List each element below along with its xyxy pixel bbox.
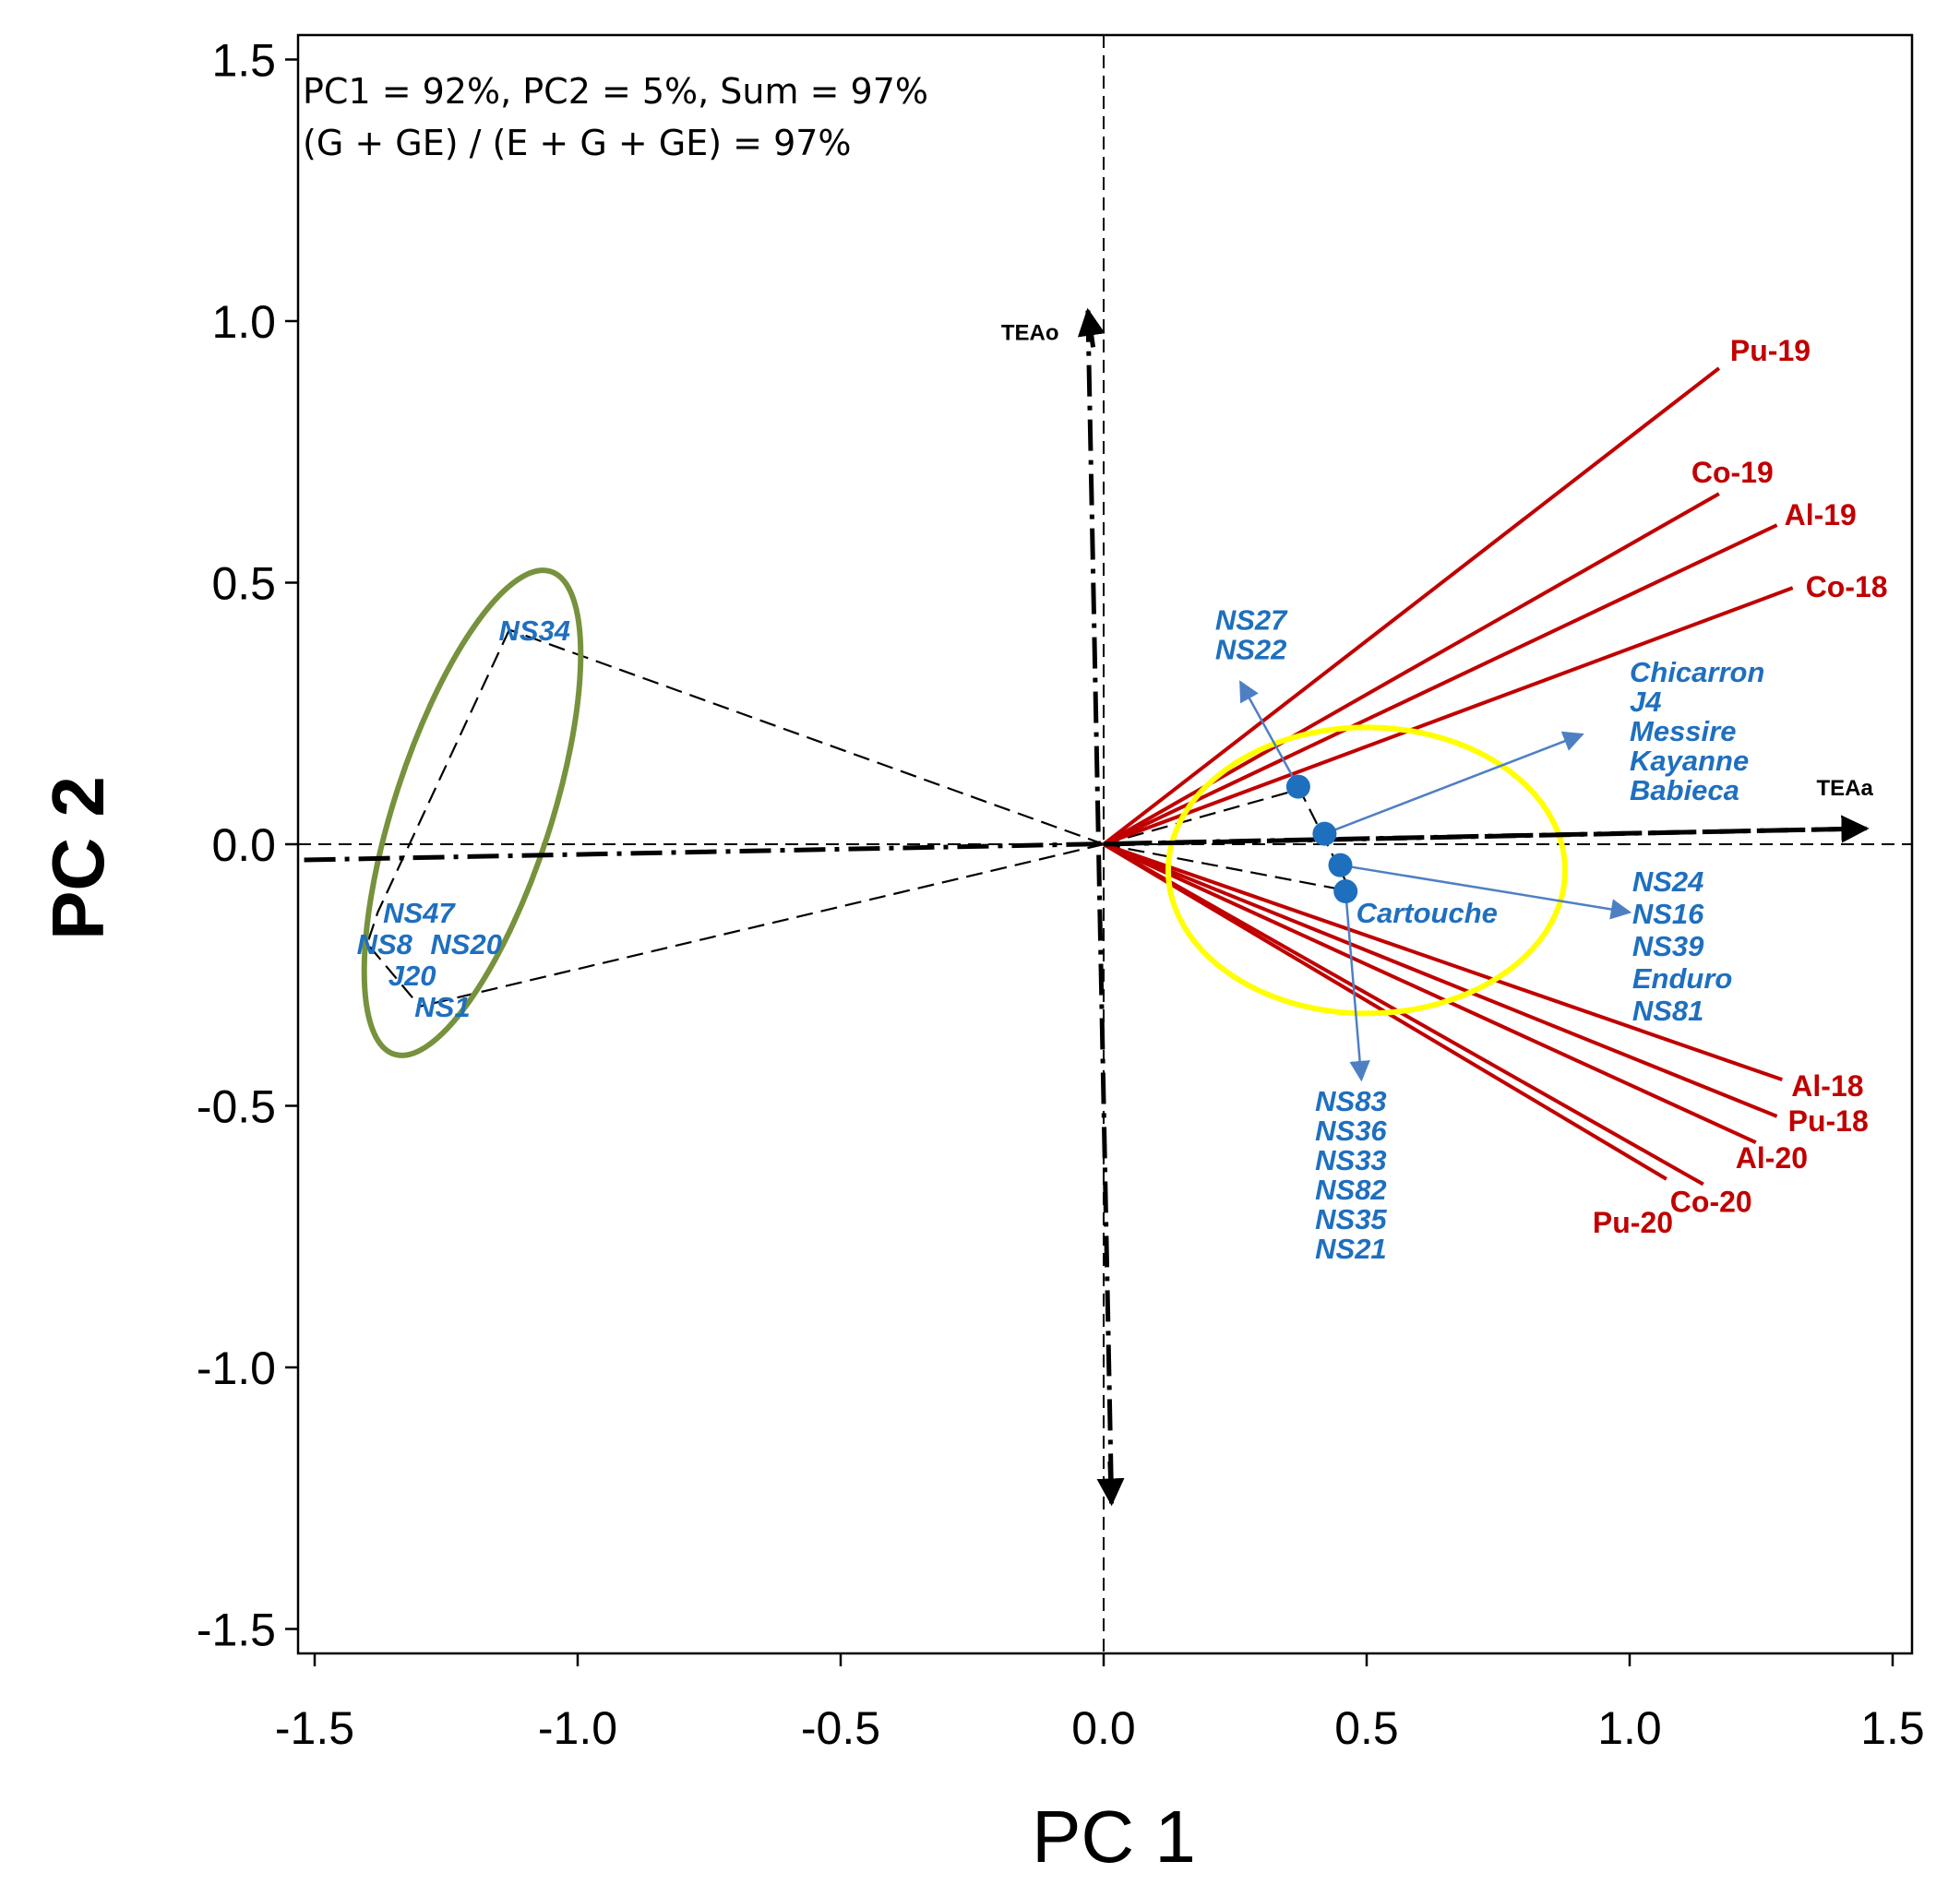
x-tick-label: 0.0 (1071, 1702, 1136, 1754)
group-arrow (1340, 864, 1632, 920)
x-tick-label: -0.5 (801, 1702, 880, 1754)
environment-vector (1103, 842, 1757, 1145)
genotype-label: NS33 (1315, 1144, 1387, 1176)
tea-ordinate-line (1085, 310, 1115, 1498)
genotype-label: J4 (1630, 686, 1661, 718)
annotation-line-2: (G + GE) / (E + G + GE) = 97% (303, 123, 852, 163)
environment-vector (1103, 842, 1783, 1082)
genotype-label: J20 (388, 960, 436, 992)
annotation-line-1: PC1 = 92%, PC2 = 5%, Sum = 97% (303, 71, 928, 112)
x-tick-label: 1.5 (1860, 1702, 1925, 1754)
genotype-label: NS21 (1315, 1233, 1387, 1265)
genotype-label: NS47 (383, 897, 456, 929)
environment-vector (1103, 842, 1778, 1118)
sector-ray (1103, 842, 1352, 893)
genotype-point (1333, 879, 1358, 904)
genotype-label: NS27 (1215, 604, 1288, 637)
tea-axis-label: TEAo (1001, 321, 1059, 346)
group-arrow (1239, 680, 1299, 788)
environment-vector (1102, 366, 1721, 846)
genotype-label: Messire (1630, 715, 1736, 747)
environment-label: Co-20 (1670, 1186, 1752, 1219)
x-axis-title: PC 1 (1032, 1796, 1196, 1878)
environment-label: Pu-19 (1730, 334, 1811, 367)
environment-label: Pu-18 (1788, 1104, 1869, 1138)
environment-vector (1103, 492, 1720, 846)
genotype-label: NS36 (1315, 1115, 1387, 1147)
group-arrow (1344, 890, 1370, 1082)
genotype-label: NS24 (1632, 865, 1704, 898)
y-tick-label: 0.5 (211, 558, 276, 610)
environment-label: Al-18 (1791, 1069, 1863, 1103)
genotype-point (1328, 853, 1353, 877)
tea-axis-label: TEAa (1817, 776, 1874, 801)
y-axis-title: PC 2 (37, 776, 119, 940)
genotype-label: NS39 (1632, 930, 1704, 962)
genotype-label: NS8 (357, 928, 413, 960)
genotype-point (1312, 821, 1337, 846)
x-tick-label: 1.0 (1597, 1702, 1662, 1754)
green-ellipse (361, 567, 584, 1058)
y-tick-label: 1.5 (211, 35, 276, 87)
genotype-label: Kayanne (1630, 745, 1749, 777)
environment-vector (1103, 523, 1778, 846)
genotype-label: NS1 (414, 991, 470, 1023)
y-tick-label: -1.0 (197, 1342, 276, 1394)
y-tick-label: 1.0 (211, 296, 276, 348)
genotype-label: Enduro (1632, 962, 1733, 995)
genotype-label: NS20 (430, 928, 502, 960)
environment-label: Al-20 (1736, 1141, 1808, 1175)
tea-axis-line (304, 815, 1870, 863)
x-tick-label: 0.5 (1334, 1702, 1399, 1754)
sector-ray (419, 842, 1105, 1008)
x-tick-label: -1.0 (538, 1702, 617, 1754)
genotype-label: NS16 (1632, 898, 1704, 930)
genotype-label: Chicarron (1630, 656, 1764, 688)
genotype-point (1285, 774, 1310, 799)
sector-ray (1103, 785, 1309, 846)
environment-vector (1103, 586, 1794, 846)
genotype-label: NS81 (1632, 995, 1704, 1027)
environment-vector (1103, 842, 1704, 1187)
sector-ray (508, 628, 1105, 846)
yellow-ellipse (1165, 724, 1568, 1017)
genotype-label: Babieca (1630, 774, 1739, 806)
y-tick-label: -0.5 (197, 1081, 276, 1133)
tea-ordinate-arrow-down (1096, 1461, 1125, 1507)
genotype-label: NS22 (1215, 634, 1287, 666)
environment-label: Co-19 (1691, 456, 1774, 489)
genotype-label: NS34 (499, 614, 571, 647)
polygon-outline (365, 629, 510, 1008)
genotype-label: NS82 (1315, 1174, 1387, 1206)
genotype-label: NS83 (1315, 1085, 1387, 1117)
tea-ordinate-arrow-up (1077, 307, 1105, 348)
environment-label: Co-18 (1806, 570, 1888, 603)
y-tick-label: -1.5 (197, 1605, 276, 1656)
group-arrow (1323, 731, 1584, 835)
tea-abscissa-line (1103, 815, 1870, 847)
environment-label: Pu-20 (1593, 1206, 1673, 1239)
y-tick-label: 0.0 (211, 819, 276, 871)
environment-label: Al-19 (1785, 498, 1857, 531)
genotype-label: Cartouche (1356, 897, 1498, 929)
x-tick-label: -1.5 (275, 1702, 354, 1754)
genotype-label: NS35 (1315, 1203, 1387, 1235)
